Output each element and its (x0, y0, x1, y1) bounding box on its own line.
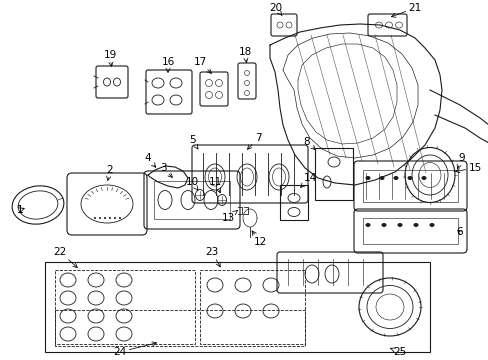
Bar (154, 181, 229, 219)
Text: 22: 22 (53, 247, 77, 267)
Ellipse shape (393, 176, 398, 180)
Text: 19: 19 (103, 50, 116, 66)
Ellipse shape (109, 217, 111, 219)
Bar (280, 185, 307, 220)
Bar (55, 270, 195, 344)
Text: 16: 16 (161, 57, 174, 72)
Text: 10: 10 (185, 177, 198, 190)
Bar (45, 262, 429, 352)
Text: 1: 1 (17, 205, 23, 215)
Text: 8: 8 (303, 137, 315, 149)
Bar (362, 170, 457, 202)
Text: 13: 13 (221, 210, 237, 223)
Ellipse shape (421, 176, 426, 180)
Ellipse shape (413, 223, 418, 227)
Text: 11: 11 (208, 177, 221, 193)
Text: 25: 25 (390, 347, 406, 357)
Ellipse shape (114, 217, 116, 219)
Text: 14: 14 (300, 173, 316, 188)
Text: 2: 2 (106, 165, 113, 180)
Text: 12: 12 (252, 231, 266, 247)
Ellipse shape (379, 176, 384, 180)
Bar (314, 148, 352, 200)
Text: 9: 9 (456, 153, 465, 168)
Ellipse shape (119, 217, 121, 219)
Text: 21: 21 (390, 3, 421, 17)
Text: 7: 7 (247, 133, 261, 149)
Text: 4: 4 (144, 153, 155, 167)
Text: 24: 24 (113, 342, 156, 357)
Text: 23: 23 (205, 247, 220, 267)
Text: 3: 3 (160, 163, 172, 177)
Text: 17: 17 (193, 57, 211, 73)
Text: 15: 15 (455, 163, 481, 173)
Bar (362, 218, 457, 244)
Ellipse shape (428, 223, 434, 227)
Text: 18: 18 (238, 47, 251, 62)
Ellipse shape (99, 217, 101, 219)
Ellipse shape (94, 217, 96, 219)
Text: 20: 20 (269, 3, 282, 16)
Text: 5: 5 (188, 135, 198, 149)
Ellipse shape (381, 223, 386, 227)
Ellipse shape (104, 217, 106, 219)
Ellipse shape (397, 223, 402, 227)
Ellipse shape (407, 176, 412, 180)
Bar (200, 270, 305, 344)
Ellipse shape (365, 223, 370, 227)
Text: 1: 1 (17, 205, 23, 215)
Bar (55, 310, 305, 346)
Text: 6: 6 (456, 227, 462, 237)
Ellipse shape (365, 176, 370, 180)
